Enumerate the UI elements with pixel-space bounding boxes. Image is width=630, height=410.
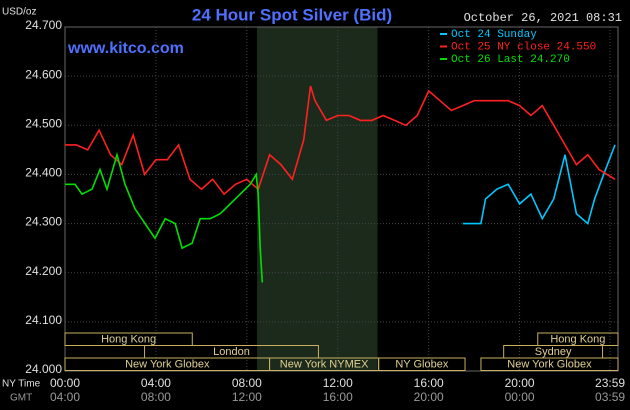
website: www.kitco.com (67, 40, 184, 57)
y-tick-label: 24.200 (25, 264, 62, 278)
session-label: Sydney (535, 346, 572, 358)
x-tick-label: 16:00 (414, 376, 444, 390)
x-tick-label: 20:00 (505, 376, 535, 390)
y-tick-label: 24.500 (25, 116, 62, 130)
unit-label: USD/oz (2, 7, 36, 18)
x-tick-label: 08:00 (232, 376, 262, 390)
session-box (480, 357, 619, 371)
shaded-range (257, 27, 378, 371)
session-label: NY Globex (395, 359, 448, 371)
x2-tick-label: 16:00 (323, 390, 353, 404)
x2-tick-label: 08:00 (141, 390, 171, 404)
x-tick-label: 12:00 (323, 376, 353, 390)
series-line (462, 144, 616, 226)
session-label: New York Globex (125, 359, 210, 371)
x-tick-label: 23:59 (595, 376, 625, 390)
chart-title: 24 Hour Spot Silver (Bid) (192, 5, 392, 24)
series-line (65, 85, 616, 196)
series-line (65, 151, 264, 283)
x2-tick-label: 12:00 (232, 390, 262, 404)
x2-row-label: GMT (10, 393, 32, 404)
legend-label: Oct 25 NY close 24.550 (451, 41, 596, 53)
x2-tick-label: 03:59 (595, 390, 625, 404)
session-label: Hong Kong (550, 334, 605, 346)
session-box (378, 357, 466, 371)
y-tick-label: 24.400 (25, 166, 62, 180)
legend-label: Oct 26 Last 24.270 (451, 54, 570, 66)
session-label: London (213, 346, 250, 358)
x2-tick-label: 20:00 (414, 390, 444, 404)
x2-tick-label: 04:00 (50, 390, 80, 404)
y-tick-label: 24.700 (25, 18, 62, 32)
session-box (64, 332, 193, 346)
legend-label: Oct 24 Sunday (451, 29, 537, 41)
x-tick-label: 00:00 (50, 376, 80, 390)
session-label: New York Globex (507, 359, 592, 371)
x-tick-label: 04:00 (141, 376, 171, 390)
session-label: Hong Kong (101, 334, 156, 346)
timestamp: October 26, 2021 08:31 (464, 11, 622, 25)
x2-tick-label: 00:00 (505, 390, 535, 404)
x-row-label: NY Time (2, 379, 41, 390)
session-label: New York NYMEX (280, 359, 369, 371)
y-tick-label: 24.000 (25, 362, 62, 376)
y-tick-label: 24.300 (25, 215, 62, 229)
y-tick-label: 24.600 (25, 67, 62, 81)
y-tick-label: 24.100 (25, 313, 62, 327)
